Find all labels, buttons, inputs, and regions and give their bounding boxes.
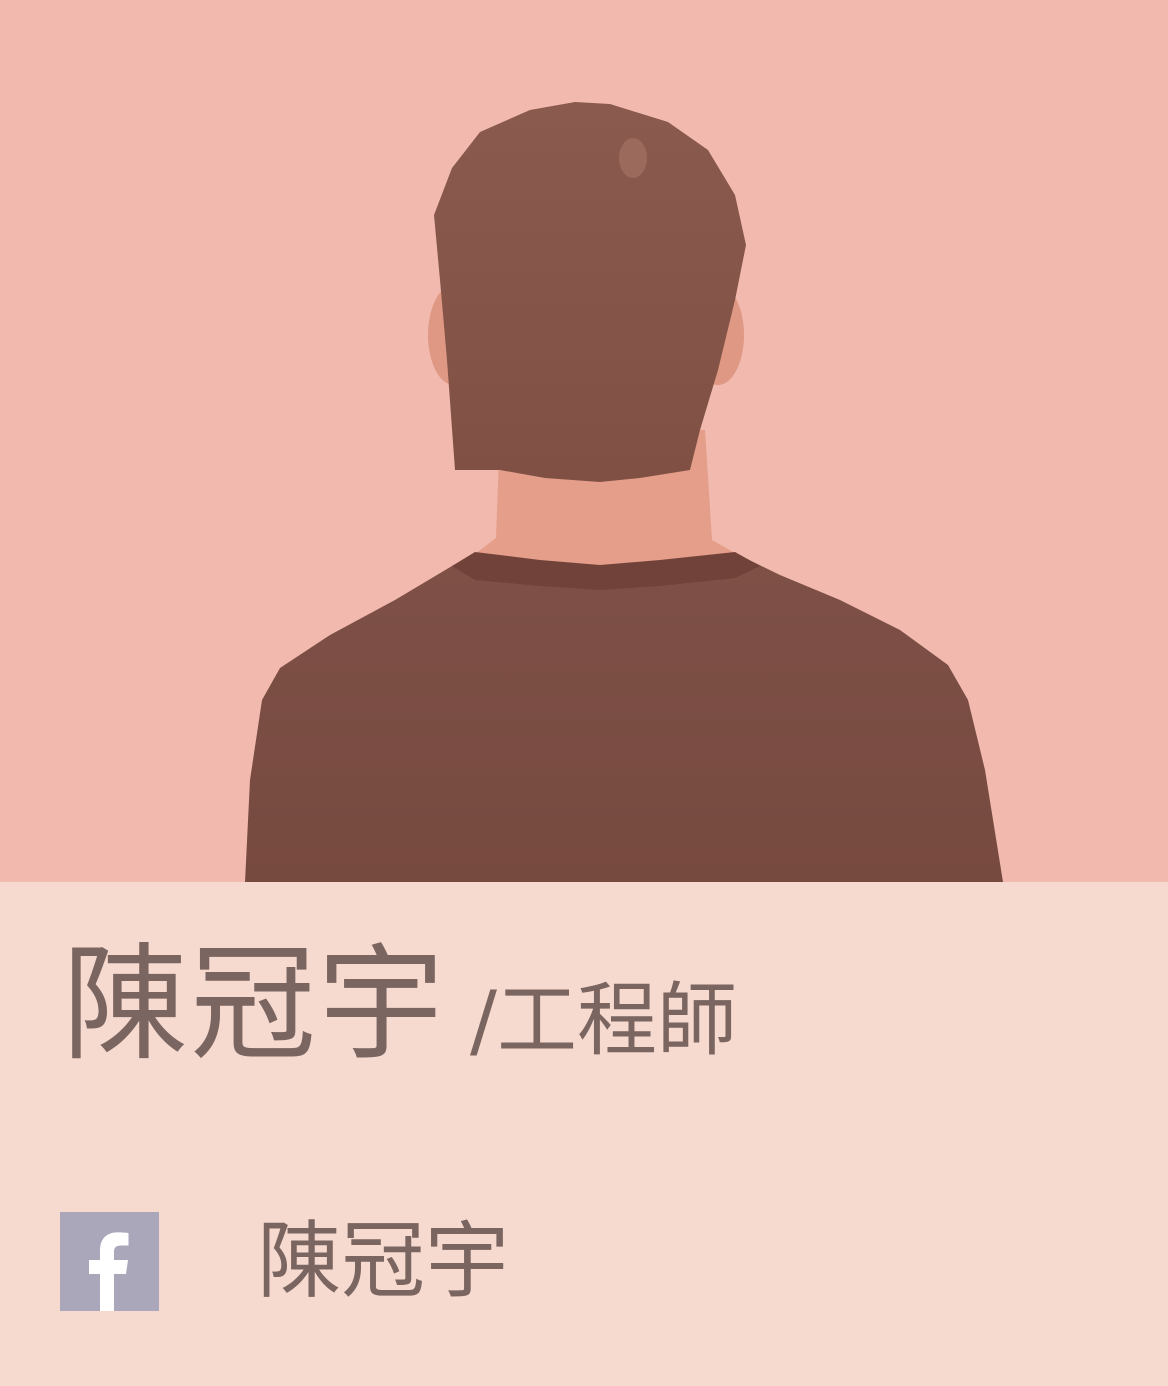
facebook-icon[interactable] (60, 1211, 159, 1311)
facebook-name[interactable]: 陳冠宇 (257, 1212, 510, 1310)
profile-photo (0, 0, 1168, 882)
facebook-link[interactable]: 陳冠宇 (60, 1211, 509, 1311)
person-name: 陳冠宇 (62, 931, 446, 1078)
person-role: /工程師 (470, 974, 737, 1067)
info-panel: 陳冠宇/工程師 陳冠宇 (0, 882, 1168, 1386)
name-heading: 陳冠宇/工程師 (62, 942, 737, 1068)
